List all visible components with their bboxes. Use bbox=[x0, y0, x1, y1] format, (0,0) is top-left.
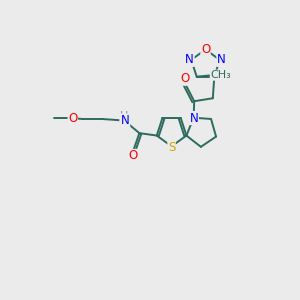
Text: N: N bbox=[121, 114, 130, 127]
Text: O: O bbox=[68, 112, 77, 124]
Text: N: N bbox=[190, 112, 198, 124]
Text: S: S bbox=[168, 141, 175, 154]
Text: N: N bbox=[217, 53, 226, 66]
Text: O: O bbox=[181, 72, 190, 85]
Text: N: N bbox=[185, 53, 194, 66]
Text: H: H bbox=[120, 111, 128, 121]
Text: O: O bbox=[128, 149, 138, 162]
Text: O: O bbox=[201, 43, 210, 56]
Text: CH₃: CH₃ bbox=[210, 70, 231, 80]
